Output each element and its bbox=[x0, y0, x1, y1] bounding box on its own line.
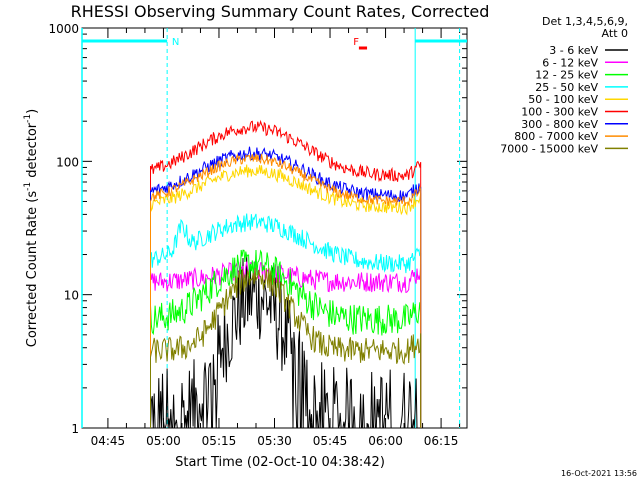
series-lines bbox=[150, 119, 422, 429]
series-line-3 bbox=[150, 213, 422, 428]
y-tick-label: 100 bbox=[56, 155, 79, 169]
x-tick-label: 05:00 bbox=[146, 434, 181, 448]
x-tick-label: 04:45 bbox=[91, 434, 126, 448]
legend-header: Det 1,3,4,5,6,9, bbox=[542, 15, 628, 28]
legend-label: 800 - 7000 keV bbox=[514, 130, 598, 143]
series-line-4 bbox=[150, 164, 422, 428]
series-line-8 bbox=[150, 267, 422, 428]
y-tick-label: 10 bbox=[64, 289, 79, 303]
flag-annotation: N bbox=[172, 37, 179, 48]
legend-label: 3 - 6 keV bbox=[549, 44, 598, 57]
legend-header: Att 0 bbox=[602, 27, 628, 40]
series-line-2 bbox=[150, 249, 422, 428]
y-tick-label: 1 bbox=[71, 422, 79, 436]
legend-label: 6 - 12 keV bbox=[542, 56, 598, 69]
y-tick-label: 1000 bbox=[48, 22, 79, 36]
series-line-0 bbox=[150, 254, 421, 429]
legend-label: 300 - 800 keV bbox=[521, 118, 598, 131]
flag-annotation: F bbox=[353, 37, 359, 48]
x-axis-label: Start Time (02-Oct-10 04:38:42) bbox=[175, 455, 385, 470]
legend-label: 100 - 300 keV bbox=[521, 106, 598, 119]
chart-title: RHESSI Observing Summary Count Rates, Co… bbox=[71, 2, 490, 21]
series-line-5 bbox=[150, 119, 422, 428]
series-line-7 bbox=[150, 153, 422, 428]
x-tick-label: 05:45 bbox=[313, 434, 348, 448]
x-axis: 04:45 05:00 05:15 05:30 05:45 06:00 06:15 bbox=[91, 28, 461, 448]
x-tick-label: 06:15 bbox=[424, 434, 459, 448]
timestamp: 16-Oct-2021 13:56 bbox=[561, 469, 637, 478]
series-line-1 bbox=[150, 260, 422, 428]
y-axis-label: Corrected Count Rate (s-1 detector-1) bbox=[23, 109, 40, 347]
legend-label: 12 - 25 keV bbox=[535, 69, 598, 82]
legend-label: 25 - 50 keV bbox=[535, 81, 598, 94]
x-tick-label: 05:30 bbox=[257, 434, 292, 448]
x-tick-label: 06:00 bbox=[368, 434, 403, 448]
legend-label: 50 - 100 keV bbox=[528, 93, 598, 106]
x-tick-label: 05:15 bbox=[202, 434, 237, 448]
y-axis: 1 10 100 1000 bbox=[48, 22, 467, 436]
legend-label: 7000 - 15000 keV bbox=[500, 142, 598, 155]
